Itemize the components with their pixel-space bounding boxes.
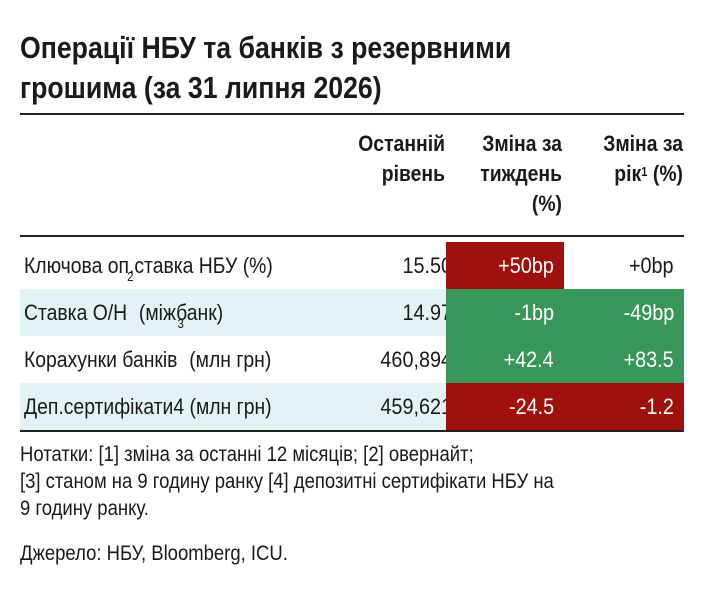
row-label: Деп.сертифікати4 (млн грн)	[24, 383, 272, 430]
row-week-change: -24.5	[446, 383, 564, 430]
row-label-text: Ключова оп.ставка НБУ (%)	[24, 253, 273, 278]
header-year-line1: Зміна за	[603, 131, 683, 156]
footnote-line: Нотатки: [1] зміна за останні 12 місяців…	[20, 443, 474, 466]
row-week-change-text: -1bp	[514, 300, 554, 325]
row-year-change: -49bp	[564, 289, 684, 336]
row-week-change-text: +50bp	[498, 253, 554, 278]
header-week-line1: Зміна за	[482, 131, 562, 156]
bottom-rule	[20, 430, 684, 432]
row-year-change-text: +0bp	[629, 253, 674, 278]
row-year-change-text: +83.5	[623, 347, 674, 372]
footnotes: Нотатки: [1] зміна за останні 12 місяців…	[20, 441, 618, 522]
row-value: 15.50	[402, 253, 452, 278]
header-week-change: Зміна за тиждень (%)	[437, 129, 562, 219]
row-label-suffix: (міжбанк)	[133, 300, 224, 325]
header-year-footnote: 1	[641, 164, 648, 179]
row-week-change-text: -24.5	[508, 394, 554, 419]
row-week-change: +50bp	[446, 242, 564, 289]
table-row: Ставка O/H 2 (міжбанк) 14.97 -1bp -49bp	[20, 270, 684, 336]
header-year-word: рік	[614, 161, 642, 186]
header-year-unit: (%)	[647, 161, 683, 186]
row-week-change: +42.4	[446, 336, 564, 383]
header-week-line3: (%)	[531, 191, 562, 216]
row-label: Ставка O/H 2 (міжбанк)	[24, 270, 224, 336]
row-label-text: Деп.сертифікати4 (млн грн)	[24, 394, 272, 419]
footnote-line: [3] станом на 9 годину ранку [4] депозит…	[20, 470, 554, 493]
row-label-footnote: 3	[177, 316, 184, 331]
row-label: Ключова оп.ставка НБУ (%)	[24, 242, 273, 289]
row-year-change: +83.5	[564, 336, 684, 383]
row-week-change: -1bp	[446, 289, 564, 336]
row-label-suffix: (млн грн)	[183, 347, 272, 372]
row-label-text: Ставка O/H	[24, 300, 128, 325]
header-last-level: Останній рівень	[317, 129, 445, 189]
table-row: Ключова оп.ставка НБУ (%) 15.50 +50bp +0…	[20, 242, 684, 289]
header-year-change: Зміна за рік1 (%)	[557, 129, 683, 189]
header-last-level-line2: рівень	[381, 161, 445, 186]
header-rule	[20, 235, 684, 237]
row-year-change: +0bp	[564, 242, 684, 289]
footnote-line: 9 годину ранку.	[20, 497, 149, 520]
title-line-1: Операції НБУ та банків з резервними	[20, 30, 512, 65]
row-year-change: -1.2	[564, 383, 684, 430]
row-label: Корахунки банків 3 (млн грн)	[24, 317, 272, 383]
row-value: 460,894	[380, 347, 452, 372]
row-value: 459,621	[380, 394, 452, 419]
header-last-level-line1: Останній	[358, 131, 445, 156]
top-rule	[20, 113, 684, 115]
header-week-line2: тиждень	[480, 161, 562, 186]
source-note: Джерело: НБУ, Bloomberg, ICU.	[20, 542, 288, 565]
table-row: Деп.сертифікати4 (млн грн) 459,621 -24.5…	[20, 383, 684, 430]
row-year-change-text: -1.2	[639, 394, 674, 419]
row-label-footnote: 2	[127, 269, 134, 284]
row-week-change-text: +42.4	[503, 347, 554, 372]
page-title: Операції НБУ та банків з резервними грош…	[20, 28, 596, 108]
row-label-text: Корахунки банків	[24, 347, 178, 372]
row-year-change-text: -49bp	[623, 300, 674, 325]
header-year-line2: рік1 (%)	[557, 159, 683, 189]
title-line-2: грошима (за 31 липня 2026)	[20, 70, 382, 105]
table-row: Корахунки банків 3 (млн грн) 460,894 +42.…	[20, 317, 684, 383]
row-value: 14.97	[402, 300, 452, 325]
